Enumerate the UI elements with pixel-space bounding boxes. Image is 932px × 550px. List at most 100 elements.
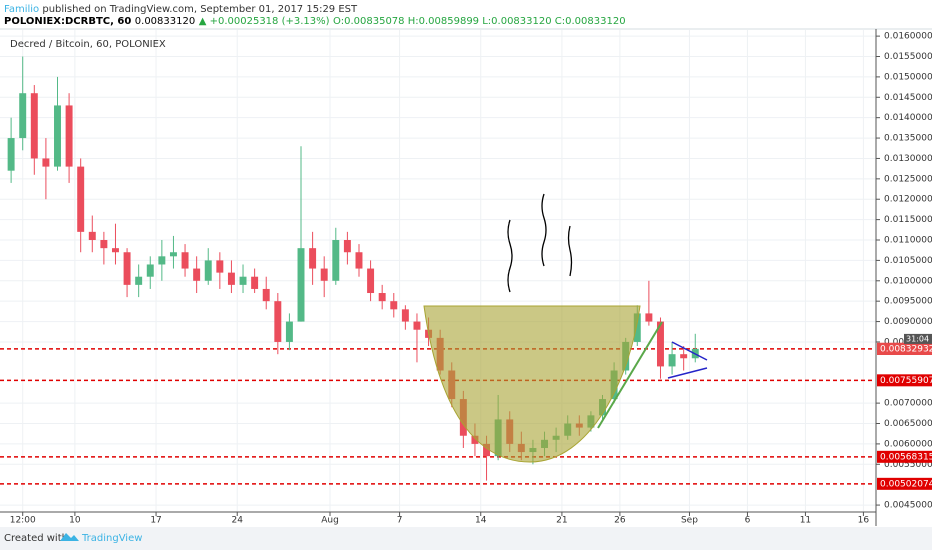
candle-body: [100, 240, 108, 249]
header-line: Familio published on TradingView.com, Se…: [4, 4, 358, 15]
candle-body: [193, 268, 201, 281]
candle-body: [135, 276, 143, 285]
candle-body: [343, 240, 351, 253]
published: published on TradingView.com, September …: [42, 4, 358, 15]
candle-body: [146, 264, 154, 277]
price-tag: [877, 374, 932, 387]
candle-body: [633, 313, 641, 342]
triangle: [667, 341, 708, 379]
candle-body: [367, 268, 375, 294]
candle-body: [181, 252, 189, 269]
candle-body: [680, 354, 688, 359]
candle-body: [54, 105, 61, 167]
footer-created: Created with: [4, 533, 68, 544]
candle-body: [320, 268, 328, 281]
price-tag: [877, 450, 932, 463]
countdown-box: [904, 333, 932, 344]
x-tick-label: 7: [397, 516, 403, 526]
candle-body: [239, 276, 247, 285]
candle-body: [7, 138, 15, 171]
candle-body: [483, 443, 491, 457]
cup-shape: [423, 305, 641, 463]
price-tag-label: 0.00502074: [880, 479, 932, 489]
x-tick-label: Sep: [681, 516, 698, 526]
candle-body: [401, 309, 409, 322]
candle-body: [30, 93, 38, 159]
candle-body: [111, 248, 119, 253]
candle-body: [65, 105, 73, 167]
candle-body: [309, 248, 317, 269]
candle-body: [285, 321, 293, 342]
candle-body: [204, 260, 212, 281]
x-tick-label: 26: [614, 516, 626, 526]
footer: [0, 527, 932, 550]
candle-body: [645, 313, 653, 322]
candle-body: [262, 288, 270, 302]
candle-body: [19, 93, 27, 139]
x-tick-label: 24: [232, 516, 244, 526]
candle-body: [77, 166, 85, 232]
steam: [507, 193, 573, 293]
candle-body: [42, 158, 50, 167]
x-tick-label: Aug: [321, 516, 339, 526]
price-tag-label: 0.00755907: [880, 376, 932, 386]
candle-body: [378, 293, 386, 302]
last: 0.00833120: [135, 16, 195, 27]
x-tick-label: 11: [800, 516, 811, 526]
price-tag-label: 0.00568315: [880, 452, 932, 462]
candle-body: [332, 240, 340, 281]
chart-title: Decred / Bitcoin, 60, POLONIEX: [10, 39, 166, 50]
price-tag: [877, 342, 932, 355]
candle-body: [413, 321, 421, 330]
quote-line: POLONIEX:DCRBTC, 60 0.00833120 ▲ +0.0002…: [4, 16, 626, 27]
x-tick-label: 14: [475, 516, 487, 526]
x-tick-label: 16: [858, 516, 870, 526]
trend-line: [597, 321, 663, 429]
candle-body: [169, 252, 177, 257]
price-tag: [877, 477, 932, 490]
change: ▲ +0.00025318 (+3.13%): [199, 16, 330, 27]
candle-body: [251, 276, 259, 289]
candle-body: [297, 248, 305, 322]
candle-body: [471, 435, 479, 444]
candle-body: [216, 260, 224, 273]
author: Familio: [4, 4, 39, 15]
candle-body: [88, 231, 96, 241]
candle-body: [123, 252, 131, 285]
candle-body: [656, 321, 664, 367]
y-tick-label: 0.00450000: [884, 501, 932, 511]
symbol: POLONIEX:DCRBTC, 60: [4, 16, 131, 27]
x-tick-label: 10: [69, 516, 81, 526]
footer-brand: TradingView: [81, 533, 142, 544]
candle-body: [355, 252, 363, 269]
countdown: 31:04: [906, 334, 929, 343]
ohlc: O:0.00835078 H:0.00859899 L:0.00833120 C…: [333, 16, 626, 27]
drawings: [423, 193, 708, 463]
price-tag-label: 0.00832932: [880, 344, 932, 354]
logo: [60, 533, 79, 541]
candle-body: [158, 256, 166, 265]
x-tick-label: 12:00: [10, 516, 36, 526]
candle-body: [274, 301, 282, 342]
x-tick-label: 6: [745, 516, 751, 526]
x-tick-label: 21: [556, 516, 567, 526]
